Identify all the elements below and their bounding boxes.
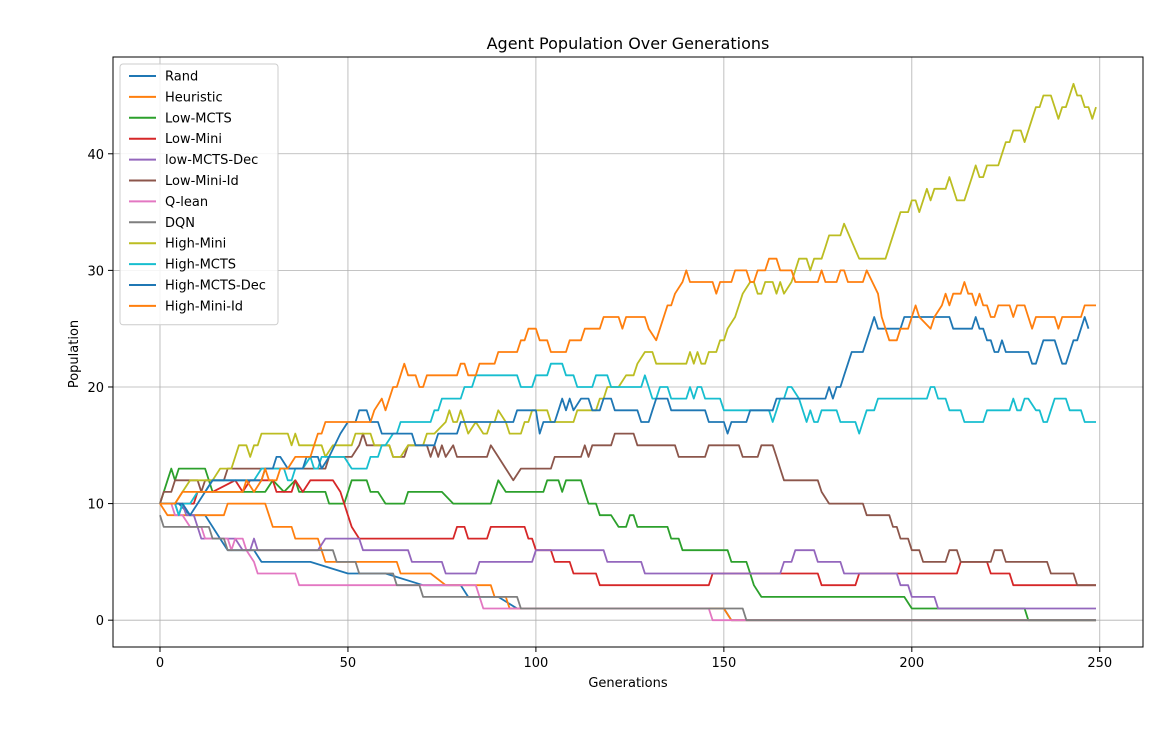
- series-line-low-mini-id: [159, 432, 1096, 587]
- x-axis-label: Generations: [588, 676, 668, 691]
- series-line-rand: [160, 502, 1096, 622]
- plot-frame: [112, 56, 1144, 648]
- legend-entry-label: High-Mini-Id: [165, 299, 243, 314]
- legend-entry-label: Rand: [165, 70, 198, 85]
- legend-entry-label: Low-Mini-Id: [165, 174, 239, 189]
- legend-entry-label: High-Mini: [165, 237, 226, 252]
- legend-entry-label: High-MCTS: [165, 258, 236, 273]
- plot-lines: [159, 82, 1097, 622]
- legend-box: [119, 63, 279, 326]
- chart-title: Agent Population Over Generations: [487, 34, 770, 53]
- series-line-high-mini: [160, 82, 1097, 505]
- x-axis-ticks: 0 50 100 150 200 250: [156, 647, 1112, 671]
- legend-entry-label: Low-MCTS: [165, 111, 232, 126]
- x-tick-label: 100: [523, 656, 548, 671]
- series-line-high-mini-id: [160, 257, 1096, 505]
- y-axis-label: Population: [67, 320, 82, 388]
- series-line-high-mcts: [160, 362, 1096, 517]
- series-line-dqn: [159, 514, 1096, 622]
- legend: Rand Heuristic Low-MCTS Low-Mini low-MCTS-De…: [119, 63, 279, 326]
- legend-entry-label: DQN: [165, 216, 195, 231]
- x-tick-label: 150: [711, 656, 736, 671]
- legend-entry-label: Q-lean: [165, 195, 208, 210]
- y-tick-label: 10: [87, 498, 104, 513]
- y-axis-ticks: 0 10 20 30 40: [87, 148, 113, 629]
- series-line-high-mcts-dec: [160, 316, 1090, 517]
- legend-entry-label: Heuristic: [165, 90, 223, 105]
- legend-entry-label: low-MCTS-Dec: [165, 153, 258, 168]
- legend-entry-label: Low-Mini: [165, 132, 222, 147]
- y-tick-label: 20: [87, 381, 104, 396]
- x-tick-label: 250: [1087, 656, 1112, 671]
- y-tick-label: 0: [96, 614, 104, 629]
- legend-entry-label: High-MCTS-Dec: [165, 279, 266, 294]
- x-tick-label: 0: [156, 656, 164, 671]
- x-tick-label: 50: [340, 656, 357, 671]
- y-tick-label: 40: [87, 148, 104, 163]
- series-line-low-mcts: [159, 467, 1096, 622]
- x-tick-label: 200: [899, 656, 924, 671]
- y-tick-label: 30: [87, 264, 104, 279]
- series-line-q-lean: [160, 502, 1096, 622]
